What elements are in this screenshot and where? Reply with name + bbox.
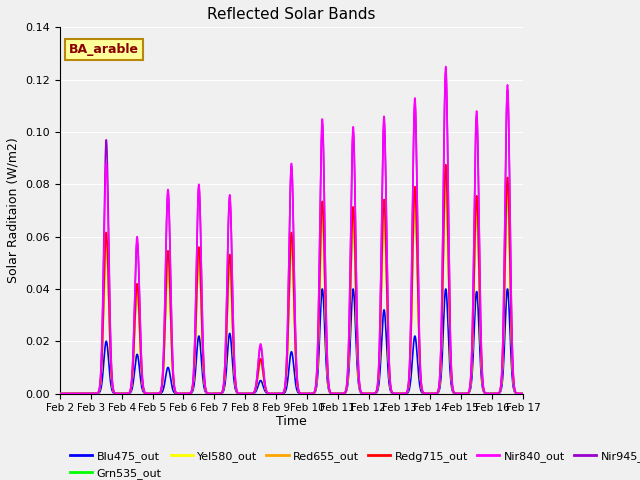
Blu475_out [519,391,527,396]
Blu475_out [56,391,64,396]
Redg715_out [442,162,449,168]
Nir840_out [460,391,468,396]
X-axis label: Time: Time [276,415,307,428]
Yel580_out [56,391,64,396]
Grn535_out [519,391,527,396]
Red655_out [442,168,449,174]
Line: Grn535_out: Grn535_out [60,181,523,394]
Title: Reflected Solar Bands: Reflected Solar Bands [207,7,376,22]
Grn535_out [460,391,468,396]
Redg715_out [109,385,116,391]
Redg715_out [460,391,468,396]
Red655_out [234,390,241,396]
Red655_out [136,343,144,348]
Grn535_out [234,390,241,396]
Blu475_out [510,387,518,393]
Redg715_out [253,374,261,380]
Yel580_out [519,391,527,396]
Legend: Blu475_out, Grn535_out, Yel580_out, Red655_out, Redg715_out, Nir840_out, Nir945_: Blu475_out, Grn535_out, Yel580_out, Red6… [65,447,640,480]
Y-axis label: Solar Raditaion (W/m2): Solar Raditaion (W/m2) [7,138,20,283]
Nir840_out [234,389,241,395]
Yel580_out [136,343,144,349]
Red655_out [510,384,518,390]
Nir840_out [519,391,527,396]
Blu475_out [253,384,261,390]
Red655_out [109,386,116,392]
Grn535_out [253,375,261,381]
Red655_out [56,391,64,396]
Grn535_out [56,391,64,396]
Line: Yel580_out: Yel580_out [60,174,523,394]
Redg715_out [234,390,241,396]
Redg715_out [519,391,527,396]
Text: BA_arable: BA_arable [69,43,140,56]
Nir945_out [519,391,527,396]
Yel580_out [109,386,116,392]
Nir945_out [460,391,468,396]
Yel580_out [253,375,261,381]
Line: Red655_out: Red655_out [60,171,523,394]
Redg715_out [510,384,518,390]
Grn535_out [510,384,518,390]
Nir945_out [510,381,518,387]
Yel580_out [510,384,518,390]
Line: Nir945_out: Nir945_out [60,72,523,394]
Blu475_out [136,373,144,379]
Nir945_out [56,391,64,396]
Grn535_out [136,345,144,350]
Red655_out [253,375,261,381]
Nir840_out [510,381,518,386]
Yel580_out [234,390,241,396]
Nir840_out [253,367,261,373]
Nir945_out [234,389,241,395]
Yel580_out [460,391,468,396]
Redg715_out [56,391,64,396]
Yel580_out [442,171,449,177]
Line: Redg715_out: Redg715_out [60,165,523,394]
Blu475_out [504,286,511,292]
Nir945_out [136,322,144,328]
Line: Nir840_out: Nir840_out [60,67,523,394]
Nir840_out [136,320,144,325]
Nir840_out [442,64,449,70]
Line: Blu475_out: Blu475_out [60,289,523,394]
Nir840_out [56,391,64,396]
Nir945_out [442,69,449,75]
Grn535_out [442,178,449,184]
Blu475_out [234,390,241,396]
Nir945_out [109,383,116,388]
Redg715_out [136,341,144,347]
Nir840_out [109,384,116,389]
Red655_out [519,391,527,396]
Blu475_out [109,389,116,395]
Blu475_out [460,391,468,396]
Nir945_out [253,369,261,374]
Red655_out [460,391,468,396]
Grn535_out [109,386,116,392]
